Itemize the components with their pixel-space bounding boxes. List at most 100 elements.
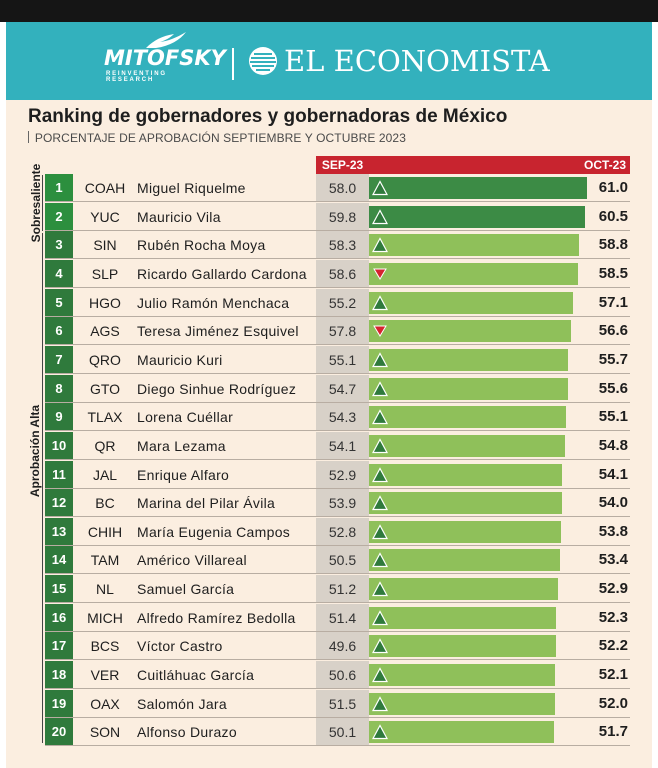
oct-value: 58.5 — [598, 264, 628, 282]
sep-value: 58.0 — [316, 174, 369, 202]
row-divider — [45, 372, 630, 374]
oct-value: 53.4 — [598, 551, 628, 569]
governor-name: Diego Sinhue Rodríguez — [137, 380, 297, 397]
governor-name: Víctor Castro — [137, 638, 223, 655]
sep-value: 51.4 — [316, 603, 369, 632]
sep-value: 54.7 — [316, 374, 369, 403]
table-row: 19 OAX Salomón Jara 51.5 52.0 — [45, 689, 630, 718]
oct-bar — [369, 606, 556, 629]
rank-badge: 17 — [45, 632, 73, 661]
rank-badge: 16 — [45, 603, 73, 632]
rank-badge: 3 — [45, 231, 73, 260]
oct-bar — [369, 377, 568, 400]
table-row: 12 BC Marina del Pilar Ávila 53.9 54.0 — [45, 489, 630, 518]
state-code: SIN — [93, 237, 117, 254]
el-economista-wordmark: EL ECONOMISTA — [284, 44, 550, 78]
subtitle-marker — [28, 131, 29, 143]
table-row: 13 CHIH María Eugenia Campos 52.8 53.8 — [45, 517, 630, 546]
column-header-sep: SEP-23 — [316, 156, 369, 174]
el-economista-globe-icon — [249, 47, 277, 75]
oct-bar — [369, 177, 587, 199]
trend-up-icon — [372, 495, 388, 511]
trend-up-icon — [372, 638, 388, 654]
rank-badge: 4 — [45, 259, 73, 288]
oct-bar — [369, 635, 556, 658]
state-code: BC — [95, 495, 115, 512]
trend-up-icon — [372, 552, 388, 568]
state-code: TAM — [90, 552, 120, 569]
rank-badge: 12 — [45, 489, 73, 518]
table-row: 3 SIN Rubén Rocha Moya 58.3 58.8 — [45, 231, 630, 260]
trend-up-icon — [372, 180, 388, 196]
trend-down-icon — [373, 325, 387, 338]
row-divider — [45, 487, 630, 489]
state-code: AGS — [90, 323, 120, 340]
oct-value: 54.0 — [598, 494, 628, 512]
rank-badge: 15 — [45, 575, 73, 604]
table-row: 7 QRO Mauricio Kuri 55.1 55.7 — [45, 345, 630, 374]
rank-badge: 19 — [45, 689, 73, 718]
governor-name: Ricardo Gallardo Cardona — [137, 265, 307, 282]
table-row: 4 SLP Ricardo Gallardo Cardona 58.6 58.5 — [45, 259, 630, 288]
oct-bar — [369, 205, 585, 228]
row-divider — [45, 745, 630, 747]
oct-value: 58.8 — [598, 236, 628, 254]
sep-value: 51.5 — [316, 689, 369, 718]
oct-value: 52.2 — [598, 637, 628, 655]
rank-badge: 7 — [45, 345, 73, 374]
governor-name: Mauricio Vila — [137, 208, 221, 225]
governor-name: Lorena Cuéllar — [137, 409, 234, 426]
rank-badge: 13 — [45, 517, 73, 546]
oct-value: 61.0 — [598, 179, 628, 196]
oct-bar — [369, 492, 562, 515]
row-divider — [45, 401, 630, 403]
category-aprobacion-alta-line — [42, 233, 43, 743]
row-divider — [45, 229, 630, 231]
row-divider — [45, 544, 630, 546]
table-row: 1 COAH Miguel Riquelme 58.0 61.0 — [45, 174, 630, 202]
oct-bar — [369, 434, 565, 457]
oct-bar — [369, 406, 566, 429]
row-divider — [45, 516, 630, 518]
state-code: SON — [89, 724, 121, 741]
governor-name: Miguel Riquelme — [137, 180, 246, 196]
state-code: TLAX — [87, 409, 123, 426]
trend-up-icon — [372, 724, 388, 740]
row-divider — [45, 688, 630, 690]
row-divider — [45, 430, 630, 432]
sep-value: 55.2 — [316, 288, 369, 317]
mitofsky-tagline: REINVENTING RESEARCH — [106, 71, 167, 83]
sep-value: 50.6 — [316, 661, 369, 690]
table-row: 17 BCS Víctor Castro 49.6 52.2 — [45, 632, 630, 661]
sep-value: 51.2 — [316, 575, 369, 604]
row-divider — [45, 315, 630, 317]
rank-badge: 14 — [45, 546, 73, 575]
rank-badge: 11 — [45, 460, 73, 489]
state-code: QR — [94, 437, 116, 454]
sep-value: 50.1 — [316, 718, 369, 747]
rank-badge: 18 — [45, 661, 73, 690]
state-code: YUC — [90, 208, 120, 225]
sep-value: 59.8 — [316, 202, 369, 231]
oct-bar — [369, 320, 571, 343]
row-divider — [45, 602, 630, 604]
logo-divider — [232, 48, 234, 80]
sep-value: 52.9 — [316, 460, 369, 489]
oct-bar — [369, 664, 555, 687]
sep-value: 55.1 — [316, 345, 369, 374]
governor-name: Mauricio Kuri — [137, 351, 223, 368]
governor-name: Marina del Pilar Ávila — [137, 495, 276, 512]
sep-value: 52.8 — [316, 517, 369, 546]
trend-up-icon — [372, 409, 388, 425]
governor-name: Enrique Alfaro — [137, 466, 230, 483]
oct-value: 52.3 — [598, 608, 628, 626]
row-divider — [45, 573, 630, 575]
state-code: VER — [90, 667, 120, 684]
state-code: HGO — [89, 294, 121, 311]
governor-name: Teresa Jiménez Esquivel — [137, 323, 299, 340]
top-black-bar — [0, 0, 658, 22]
rank-badge: 6 — [45, 317, 73, 346]
table-row: 14 TAM Américo Villareal 50.5 53.4 — [45, 546, 630, 575]
oct-value: 57.1 — [598, 293, 628, 311]
governor-name: Mara Lezama — [137, 437, 226, 454]
